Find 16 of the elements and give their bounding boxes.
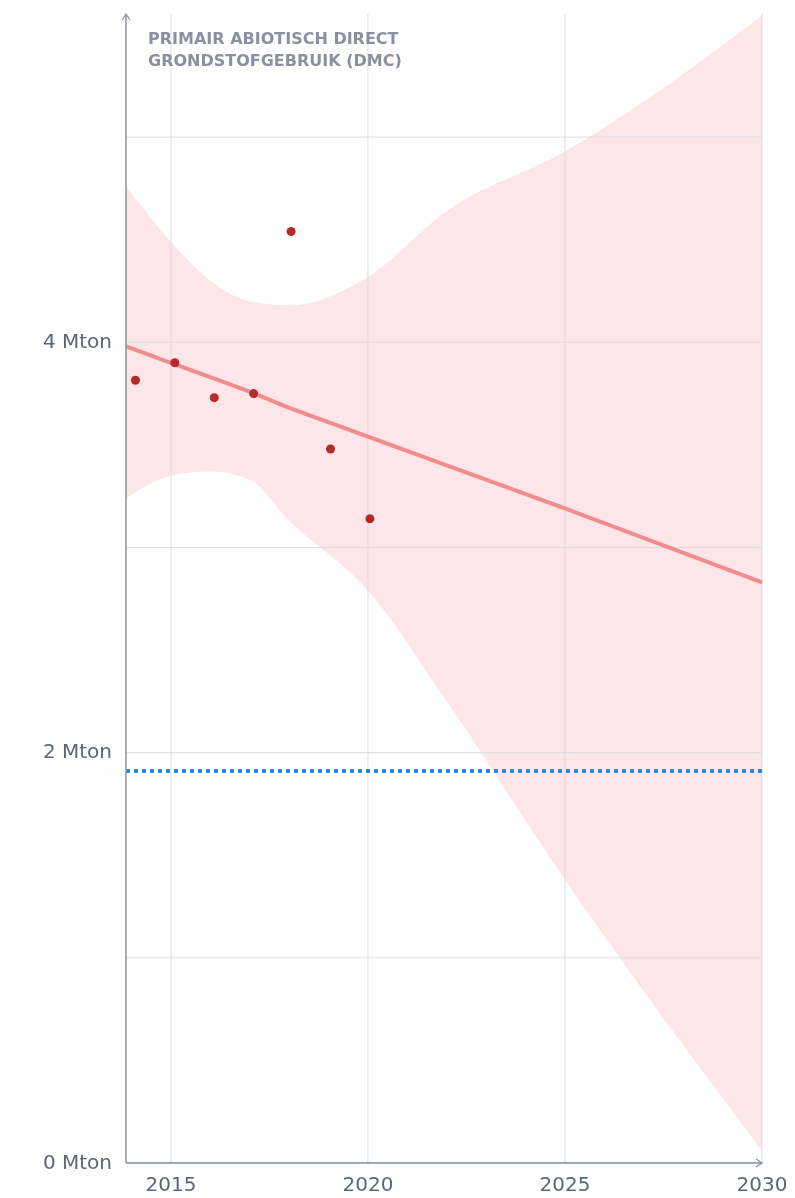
x-tick-label: 2030 [736, 1172, 788, 1196]
point [326, 444, 336, 454]
point [209, 393, 219, 403]
x-tick-label: 2020 [342, 1172, 394, 1196]
y-tick-label: 4 Mton [42, 328, 112, 353]
y-tick-label: 2 Mton [42, 739, 112, 764]
point [130, 375, 140, 385]
point [286, 226, 296, 236]
line-series [124, 344, 764, 585]
y-tick-label: 0 Mton [42, 1149, 112, 1174]
point [170, 358, 180, 368]
text: PRIMAIR ABIOTISCH DIRECT GRONDSTOFGEBRUIK (DMC) [148, 29, 402, 70]
point [365, 514, 375, 524]
point [249, 389, 259, 399]
x-tick-label: 2015 [145, 1172, 197, 1196]
x-tick-label: 2025 [539, 1172, 591, 1196]
